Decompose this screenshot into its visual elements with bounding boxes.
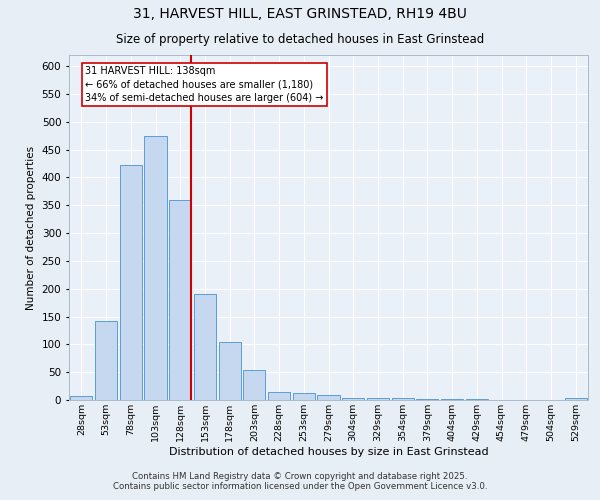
Bar	[70, 396, 92, 400]
Bar	[416, 399, 439, 400]
Bar	[119, 165, 142, 400]
Text: Size of property relative to detached houses in East Grinstead: Size of property relative to detached ho…	[116, 32, 484, 46]
Bar	[392, 398, 414, 400]
Bar	[218, 342, 241, 400]
Bar	[293, 394, 315, 400]
Text: 31, HARVEST HILL, EAST GRINSTEAD, RH19 4BU: 31, HARVEST HILL, EAST GRINSTEAD, RH19 4…	[133, 8, 467, 22]
Bar	[317, 395, 340, 400]
Bar	[367, 398, 389, 400]
Bar	[145, 136, 167, 400]
Y-axis label: Number of detached properties: Number of detached properties	[26, 146, 36, 310]
Bar	[243, 370, 265, 400]
X-axis label: Distribution of detached houses by size in East Grinstead: Distribution of detached houses by size …	[169, 446, 488, 456]
Bar	[268, 392, 290, 400]
Text: Contains HM Land Registry data © Crown copyright and database right 2025.
Contai: Contains HM Land Registry data © Crown c…	[113, 472, 487, 492]
Bar	[95, 321, 117, 400]
Text: 31 HARVEST HILL: 138sqm
← 66% of detached houses are smaller (1,180)
34% of semi: 31 HARVEST HILL: 138sqm ← 66% of detache…	[85, 66, 323, 102]
Bar	[169, 200, 191, 400]
Bar	[342, 398, 364, 400]
Bar	[194, 294, 216, 400]
Bar	[565, 398, 587, 400]
